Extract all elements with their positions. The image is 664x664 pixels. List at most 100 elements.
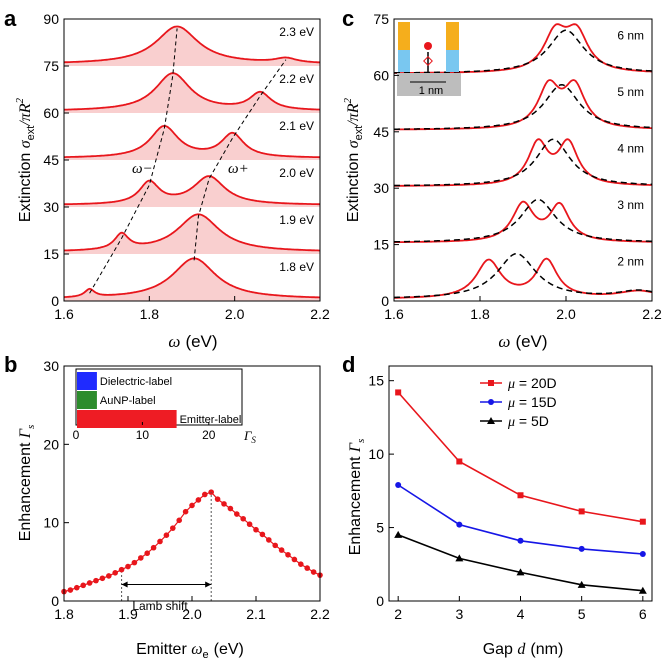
panel-label-c: c bbox=[342, 6, 354, 31]
gap-inset-label: 1 nm bbox=[419, 85, 443, 97]
inset-xlabel-sub: S bbox=[251, 435, 256, 445]
dispersion-dashed-upper bbox=[193, 59, 287, 261]
enhancement-point bbox=[150, 544, 157, 551]
series-marker bbox=[395, 481, 402, 488]
panel-d-xtick-label: 5 bbox=[578, 606, 586, 622]
panel-a-ytick-label: 45 bbox=[43, 152, 59, 168]
legend-label: μ = 15D bbox=[507, 394, 557, 411]
panel-d-ytick-label: 10 bbox=[368, 446, 384, 462]
panel-label-b: b bbox=[4, 352, 17, 377]
enhancement-point bbox=[80, 582, 86, 589]
series-label: 2 nm bbox=[617, 254, 644, 268]
spectrum-fill-22eV bbox=[64, 73, 320, 113]
panel-d-xtick-label: 6 bbox=[639, 606, 647, 622]
spectrum-line-21eV bbox=[64, 124, 320, 159]
enhancement-point bbox=[291, 556, 298, 563]
spectrum-line-20eV bbox=[64, 175, 320, 206]
legend-label: μ = 20D bbox=[507, 375, 557, 392]
dispersion-dashed-lower bbox=[89, 28, 178, 294]
series-marker bbox=[395, 389, 402, 396]
series-label: 1.8 eV bbox=[279, 260, 314, 274]
inset-xtick-label: 20 bbox=[202, 428, 216, 442]
enhancement-point bbox=[240, 515, 246, 522]
enhancement-point bbox=[214, 496, 221, 502]
panel-d-xtick-label: 4 bbox=[517, 606, 525, 622]
enhancement-point bbox=[195, 497, 202, 503]
panel-c-ytick-label: 0 bbox=[381, 293, 389, 309]
enhancement-point bbox=[131, 559, 138, 566]
enhancement-point bbox=[99, 575, 106, 582]
series-marker bbox=[394, 530, 403, 538]
series-label: 2.1 eV bbox=[279, 119, 314, 133]
enhancement-point bbox=[266, 537, 272, 543]
series-marker bbox=[638, 586, 647, 594]
panel-c-xtick-label: 1.8 bbox=[470, 306, 490, 322]
legend-marker bbox=[488, 399, 494, 405]
enhancement-point bbox=[310, 569, 317, 575]
enhancement-point bbox=[157, 538, 163, 545]
panel-a-chart: 1.8 eV 1.9 eV 2.0 eV 2.1 eV 2.2 eV 2.3 eV 1.6 1… bbox=[43, 11, 330, 322]
series-marker bbox=[455, 554, 464, 562]
enhancement-point bbox=[227, 505, 234, 512]
panel-b-ylabel: Enhancement Γs bbox=[17, 425, 37, 542]
panel-d-ytick-label: 0 bbox=[376, 593, 384, 609]
lamb-arrowhead-left bbox=[121, 581, 128, 588]
panel-c-ytick-label: 45 bbox=[373, 124, 389, 140]
bare-spectrum-3nm bbox=[394, 198, 652, 243]
inset-bar-label: Emitter-label bbox=[180, 414, 242, 426]
panel-a-ytick-label: 30 bbox=[43, 199, 59, 215]
emitter-dot bbox=[424, 42, 432, 50]
enhancement-point bbox=[221, 501, 227, 507]
panel-d-xtick-label: 3 bbox=[455, 606, 463, 622]
panel-b-ytick-label: 10 bbox=[43, 515, 59, 531]
panel-a-xtick-label: 2.2 bbox=[310, 306, 330, 322]
panel-c-xtick-label: 1.6 bbox=[384, 306, 404, 322]
series-marker bbox=[577, 580, 586, 588]
coupled-spectrum-6nm bbox=[394, 23, 653, 74]
panel-d-ylabel: Enhancement Γs bbox=[347, 439, 367, 556]
panel-a-ytick-label: 0 bbox=[51, 293, 59, 309]
panel-c-chart: 2 nm 3 nm 4 nm 5 nm 6 nm 1 nm 1.6 1.8 2.0 2.2 0 15 3… bbox=[373, 11, 662, 322]
panel-c-ytick-label: 15 bbox=[373, 237, 389, 253]
omega-minus-label: ω− bbox=[132, 161, 153, 177]
panel-d-xlabel: Gap d (nm) bbox=[483, 641, 564, 658]
spectrum-line-23eV bbox=[63, 25, 321, 64]
enhancement-point bbox=[118, 566, 125, 573]
enhancement-point bbox=[253, 526, 259, 533]
panel-a-ytick-label: 75 bbox=[43, 58, 59, 74]
bare-spectrum-2nm bbox=[394, 252, 653, 299]
series-marker bbox=[639, 518, 646, 525]
panel-c-xlabel: ω (eV) bbox=[498, 332, 547, 351]
spectrum-line-19eV bbox=[63, 213, 320, 252]
spectrum-fill-18eV bbox=[64, 258, 320, 301]
inset-bar-label: AuNP-label bbox=[100, 395, 156, 407]
spectrum-line-22eV bbox=[63, 72, 321, 111]
series-label: 2.2 eV bbox=[279, 72, 314, 86]
series-line-square bbox=[397, 391, 643, 523]
panel-b-ytick-label: 0 bbox=[51, 593, 59, 609]
gold-pillar-right bbox=[446, 22, 459, 54]
panel-b-ytick-label: 20 bbox=[43, 436, 59, 452]
inset-xtick-label: 10 bbox=[136, 428, 150, 442]
panel-label-a: a bbox=[4, 6, 17, 31]
legend-label: μ = 5D bbox=[507, 413, 549, 430]
panel-a-ytick-label: 15 bbox=[43, 246, 59, 262]
inset-bar bbox=[77, 372, 97, 390]
series-label: 3 nm bbox=[617, 198, 644, 212]
series-marker bbox=[578, 545, 585, 552]
panel-a-xtick-label: 1.8 bbox=[140, 306, 160, 322]
enhancement-point bbox=[125, 563, 131, 570]
inset-xlabel: ΓS bbox=[243, 428, 256, 445]
legend-value: = 20D bbox=[515, 375, 557, 391]
series-label: 6 nm bbox=[617, 29, 644, 43]
enhancement-point bbox=[144, 550, 150, 557]
series-label: 2.3 eV bbox=[279, 25, 314, 39]
enhancement-point bbox=[93, 577, 99, 584]
enhancement-point bbox=[176, 517, 182, 524]
legend-value: = 5D bbox=[515, 413, 549, 429]
series-marker bbox=[516, 568, 525, 576]
series-marker bbox=[517, 537, 524, 544]
enhancement-point bbox=[298, 561, 304, 567]
enhancement-point bbox=[138, 555, 144, 561]
bare-spectrum-6nm bbox=[393, 29, 653, 74]
